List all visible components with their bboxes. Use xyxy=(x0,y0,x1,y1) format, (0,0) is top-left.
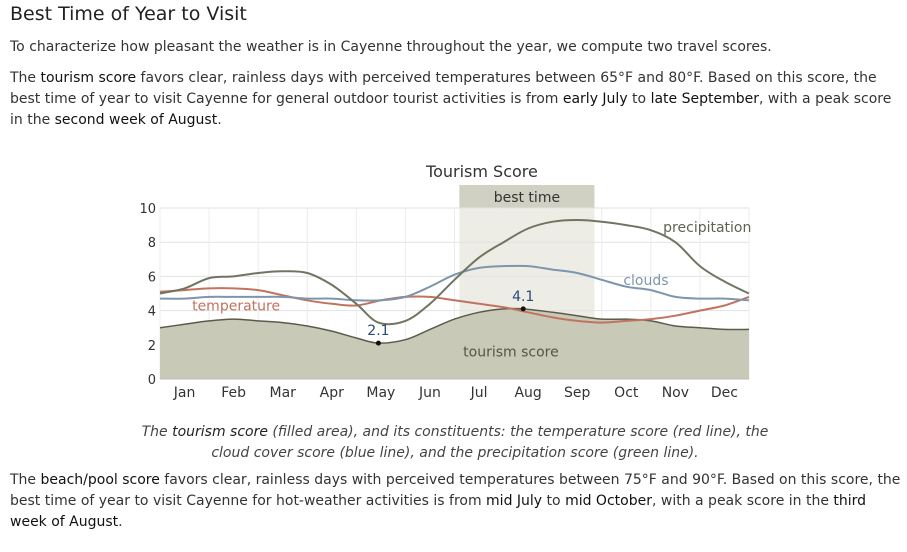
tourism-start-date: early July xyxy=(562,91,628,107)
x-tick-label: May xyxy=(366,385,395,401)
intro-paragraph: To characterize how pleasant the weather… xyxy=(10,39,772,55)
x-tick-label: Jul xyxy=(470,385,488,401)
series-label-temperature: temperature xyxy=(192,298,280,314)
text-fragment: to xyxy=(542,493,566,509)
precipitation-line xyxy=(159,218,750,326)
series-label-precipitation: precipitation xyxy=(663,220,751,236)
y-tick-label: 8 xyxy=(148,236,156,251)
text-fragment: favors clear, rainless days with perceiv… xyxy=(10,472,901,509)
text-fragment: . xyxy=(118,514,123,530)
chart-title: Tourism Score xyxy=(425,162,538,181)
x-tick-label: Jan xyxy=(173,385,196,401)
best-time-label-bg xyxy=(459,185,595,208)
series-label-clouds: clouds xyxy=(623,273,668,289)
caption-tourism-term: tourism score xyxy=(172,424,268,440)
text-fragment: to xyxy=(627,91,651,107)
tourism-peak: second week of August xyxy=(54,112,218,128)
text-fragment: , with a peak score in the xyxy=(10,91,892,128)
best-time-label: best time xyxy=(494,190,560,206)
beach-paragraph: The beach/pool score favors clear, rainl… xyxy=(10,470,902,533)
annotation-point xyxy=(520,306,526,312)
text-fragment: (filled area), and its constituents: the… xyxy=(211,424,769,461)
beach-end-date: mid October xyxy=(565,493,652,509)
y-tick-label: 10 xyxy=(139,202,156,217)
text-fragment: The xyxy=(10,70,41,86)
x-tick-label: Jun xyxy=(418,385,441,401)
x-tick-label: Oct xyxy=(614,385,639,401)
beach-start-date: mid July xyxy=(486,493,543,509)
x-tick-label: Dec xyxy=(711,385,738,401)
annotation-point xyxy=(375,340,381,346)
x-tick-label: Feb xyxy=(221,385,246,401)
section-heading: Best Time of Year to Visit xyxy=(10,3,247,25)
x-tick-label: Aug xyxy=(514,385,541,401)
y-tick-label: 4 xyxy=(148,305,156,320)
tourism-score-term: tourism score xyxy=(40,70,137,86)
x-tick-label: Mar xyxy=(269,385,296,401)
text-fragment: , with a peak score in the xyxy=(651,493,834,509)
tourism-score-line xyxy=(159,307,750,344)
annotation-label: 2.1 xyxy=(367,323,389,339)
y-tick-label: 0 xyxy=(148,373,156,388)
beach-score-term: beach/pool score xyxy=(40,472,160,488)
x-tick-label: Apr xyxy=(320,385,344,401)
tourism-end-date: late September xyxy=(650,91,759,107)
series-label-tourism-score: tourism score xyxy=(463,345,559,361)
chart-caption: The tourism score (filled area), and its… xyxy=(130,422,780,464)
y-tick-label: 2 xyxy=(148,339,156,354)
y-tick-label: 6 xyxy=(148,270,156,285)
temperature-line xyxy=(159,287,750,324)
text-fragment: The xyxy=(141,424,173,440)
tourism-paragraph: The tourism score favors clear, rainless… xyxy=(10,68,902,131)
clouds-line xyxy=(159,264,750,302)
x-tick-label: Sep xyxy=(564,385,591,401)
beach-peak: third week of August xyxy=(10,493,867,530)
annotation-label: 4.1 xyxy=(512,289,534,305)
text-fragment: . xyxy=(217,112,222,128)
text-fragment: The xyxy=(10,472,41,488)
x-tick-label: Nov xyxy=(662,385,689,401)
text-fragment: favors clear, rainless days with perceiv… xyxy=(10,70,877,107)
